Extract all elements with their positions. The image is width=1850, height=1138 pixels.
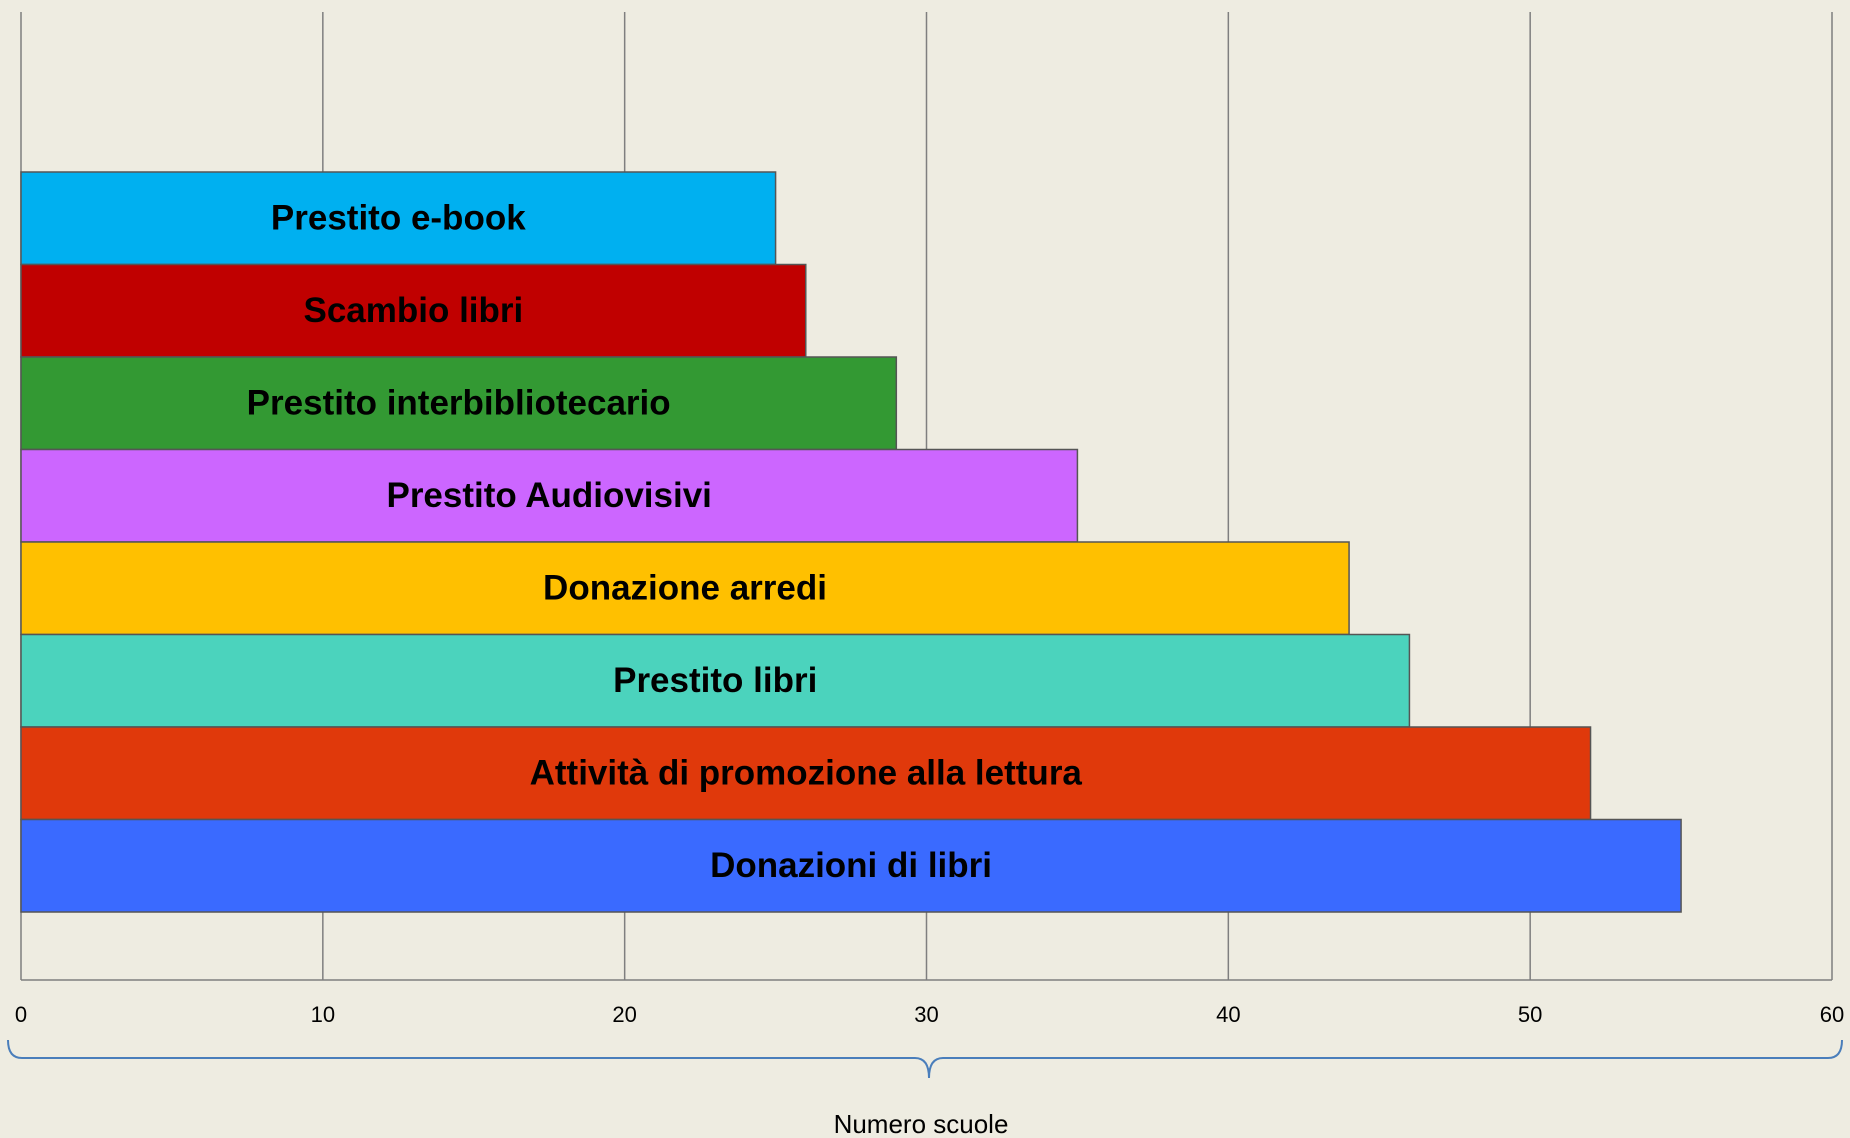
bar-label: Scambio libri — [303, 291, 523, 330]
bar-label: Donazioni di libri — [710, 846, 992, 885]
bar-label: Prestito e-book — [271, 199, 526, 238]
bar-label: Prestito Audiovisivi — [386, 476, 711, 515]
bar — [20, 541, 1350, 636]
bar — [20, 356, 898, 451]
x-tick-label: 40 — [1216, 1002, 1240, 1027]
x-tick-label: 60 — [1820, 1002, 1844, 1027]
x-tick-label: 50 — [1518, 1002, 1542, 1027]
x-tick-label: 0 — [15, 1002, 27, 1027]
bar-label: Prestito libri — [613, 661, 817, 700]
bar-label: Prestito interbibliotecario — [247, 384, 671, 423]
bar — [20, 726, 1592, 821]
bar-label: Attività di promozione alla lettura — [530, 754, 1083, 793]
bar — [20, 171, 777, 266]
bar-label: Donazione arredi — [543, 569, 827, 608]
x-tick-label: 20 — [612, 1002, 636, 1027]
bar — [20, 818, 1682, 913]
bar — [20, 263, 807, 358]
bar — [20, 448, 1079, 543]
x-tick-label: 10 — [311, 1002, 335, 1027]
x-tick-label: 30 — [914, 1002, 938, 1027]
axis-brace — [7, 1039, 1843, 1079]
x-axis-label: Numero scuole — [834, 1109, 1009, 1138]
